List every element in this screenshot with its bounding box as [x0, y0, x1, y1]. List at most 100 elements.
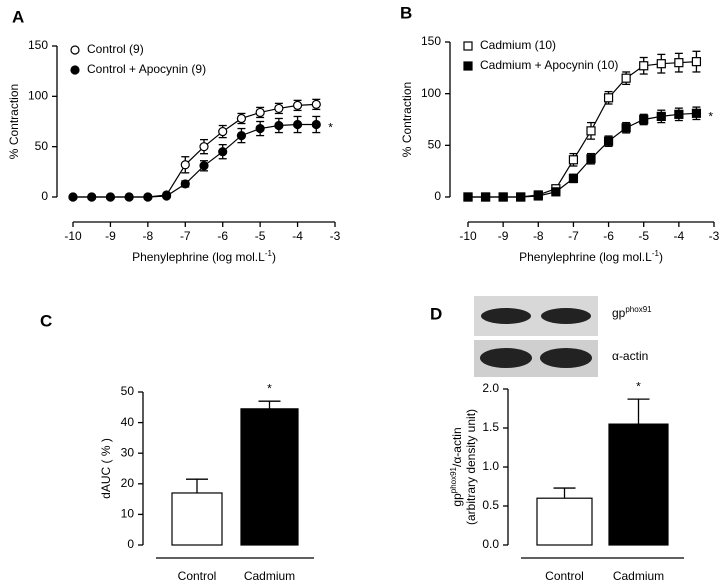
bar: [171, 492, 223, 546]
y-tick-label: 100: [421, 86, 441, 100]
y-tick-label: 0: [41, 189, 48, 203]
marker: [674, 109, 684, 119]
marker: [691, 57, 702, 67]
x-tick-label: -10: [459, 229, 477, 243]
marker: [551, 187, 561, 197]
panel-label: C: [40, 311, 52, 330]
label-part: Phenylephrine (log mol.L: [519, 250, 652, 264]
legend-marker: [70, 65, 80, 75]
x-tick-label: -3: [330, 229, 341, 243]
marker: [311, 99, 321, 109]
bar: [240, 408, 299, 546]
annotation: *: [636, 379, 641, 393]
x-tick-label: -8: [533, 229, 544, 243]
y-tick-label: 50: [121, 384, 135, 398]
marker: [463, 192, 473, 202]
y-axis-label: % Contraction: [400, 82, 414, 157]
x-tick-label: -6: [217, 229, 228, 243]
legend-marker: [70, 45, 80, 55]
label-part: /α-actin: [450, 427, 464, 467]
legend-marker: [463, 61, 473, 71]
marker: [68, 192, 78, 202]
x-tick-label: Cadmium: [613, 569, 664, 583]
marker: [586, 154, 596, 164]
y-axis-label: % Contraction: [7, 84, 21, 159]
x-tick-label: Control: [178, 569, 217, 583]
y-axis-label: dAUC ( % ): [99, 438, 113, 499]
legend-label: Cadmium (10): [480, 38, 556, 52]
x-tick-label: -4: [674, 229, 685, 243]
marker: [180, 179, 190, 189]
series-line: [73, 123, 317, 198]
label-part: ): [659, 250, 663, 264]
marker: [639, 61, 649, 71]
x-tick-label: -6: [603, 229, 614, 243]
y-tick-label: 10: [121, 507, 135, 521]
panel-label: D: [430, 304, 442, 323]
marker: [87, 192, 97, 202]
y-tick-label: 150: [28, 38, 48, 52]
y-axis-label: gpphox91/α-actin: [449, 427, 465, 506]
error-bar: [258, 400, 281, 409]
label-part: gp: [612, 306, 626, 320]
x-tick-label: -7: [568, 229, 579, 243]
annotation: *: [267, 381, 272, 395]
superscript: -1: [652, 249, 660, 258]
marker: [516, 192, 526, 202]
marker: [218, 147, 228, 157]
legend-label: Control + Apocynin (9): [87, 62, 206, 76]
x-tick-label: -4: [292, 229, 303, 243]
x-tick-label: -5: [638, 229, 649, 243]
x-tick-label: -5: [255, 229, 266, 243]
marker: [199, 161, 209, 171]
y-tick-label: 0.0: [482, 537, 499, 551]
marker: [656, 59, 666, 69]
y-tick-label: 50: [35, 139, 49, 153]
x-tick-label: -8: [143, 229, 154, 243]
y-tick-label: 1.0: [482, 459, 499, 473]
x-tick-label: -3: [709, 229, 720, 243]
x-axis-label: Phenylephrine (log mol.L-1): [132, 249, 276, 265]
y-tick-label: 20: [121, 476, 135, 490]
y-tick-label: 1.5: [482, 420, 499, 434]
y-tick-label: 2.0: [482, 381, 499, 395]
marker: [656, 111, 666, 122]
marker: [533, 191, 543, 201]
error-bar: [553, 487, 576, 499]
y-tick-label: 30: [121, 445, 135, 459]
marker: [603, 136, 614, 146]
annotation: *: [328, 121, 333, 135]
marker: [311, 119, 321, 130]
marker: [292, 100, 303, 110]
y-tick-label: 150: [421, 34, 441, 48]
error-bar: [186, 478, 208, 493]
annotation: *: [708, 109, 713, 123]
x-tick-label: Cadmium: [244, 569, 295, 583]
x-tick-label: -9: [498, 229, 509, 243]
blot-band: [481, 308, 531, 324]
marker: [255, 107, 265, 118]
marker: [621, 123, 631, 133]
marker: [199, 142, 209, 152]
marker: [621, 73, 631, 83]
y-tick-label: 100: [28, 89, 48, 103]
blot-band: [540, 348, 592, 368]
marker: [274, 120, 284, 131]
legend-marker: [463, 41, 473, 51]
y-tick-label: 50: [428, 138, 442, 152]
marker: [143, 192, 153, 202]
label-part: ): [272, 250, 276, 264]
marker: [586, 126, 596, 136]
western-blot: [474, 296, 598, 377]
marker: [568, 173, 579, 183]
marker: [274, 103, 284, 114]
bar: [536, 497, 593, 546]
marker: [691, 108, 702, 118]
blot-label: α-actin: [612, 349, 648, 363]
marker: [218, 126, 228, 137]
y-tick-label: 0.5: [482, 498, 499, 512]
marker: [674, 58, 684, 68]
panel-label: B: [400, 3, 412, 22]
x-tick-label: -9: [105, 229, 116, 243]
marker: [603, 93, 614, 103]
